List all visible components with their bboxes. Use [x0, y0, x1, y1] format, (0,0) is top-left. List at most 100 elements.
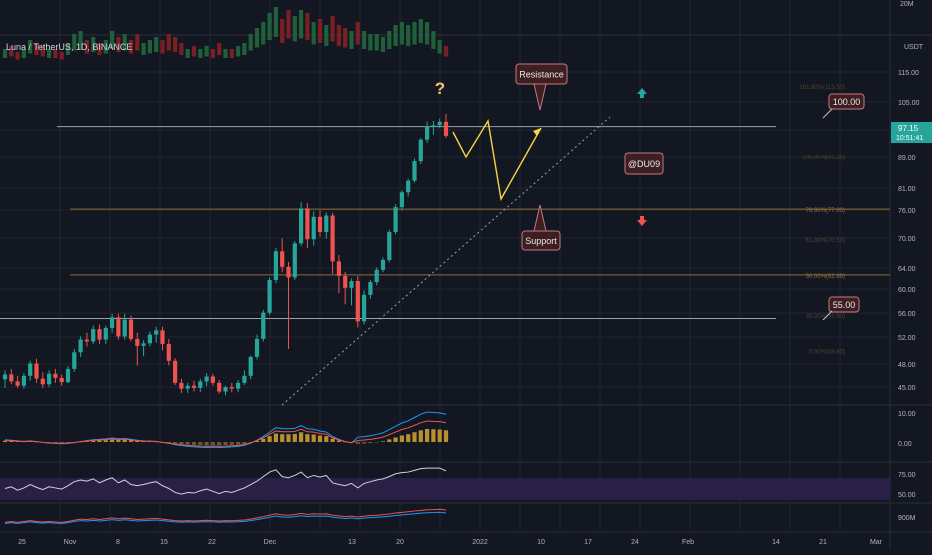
candle-body [103, 327, 108, 340]
volume-bar [267, 13, 272, 40]
fib-level-label: 161.80%(113.50) [799, 85, 845, 91]
candle-body [236, 382, 241, 389]
candle-body [412, 161, 417, 181]
volume-bar [173, 37, 178, 52]
volume-bar [324, 25, 329, 46]
axis-currency: USDT [904, 44, 924, 51]
macd-histogram-bar [236, 442, 241, 445]
candle-body [393, 207, 398, 233]
support-label-box [521, 230, 561, 251]
level-low-label-text: 55.00 [833, 300, 856, 310]
macd-histogram-bar [425, 429, 430, 442]
macd-histogram-bar [65, 442, 71, 443]
price-tick-label: 115.00 [898, 70, 919, 77]
resistance-label: Resistance [515, 63, 568, 111]
candle-body [229, 387, 234, 389]
obv-line [4, 508, 447, 523]
volume-bar [292, 16, 297, 42]
macd-histogram-bar [380, 441, 386, 442]
volume-bar [374, 34, 379, 51]
countdown-label: 10:51:41 [896, 135, 923, 142]
candle-body [324, 215, 329, 233]
fib-level-label: 78.60%(77.33) [806, 208, 845, 214]
price-tick-label: 56.00 [898, 311, 916, 318]
macd-tick-label: 10.00 [898, 411, 916, 418]
question-mark: ? [435, 79, 445, 98]
volume-bar [437, 40, 442, 54]
time-axis-label: 20 [396, 539, 404, 546]
rsi-tick-label: 75.00 [898, 472, 916, 479]
candle-body [280, 251, 285, 267]
volume-bar [204, 46, 209, 57]
volume-bar [425, 22, 430, 45]
macd-histogram-bar [324, 436, 329, 442]
volume-bar [443, 46, 449, 57]
macd-histogram-bar [179, 442, 184, 445]
volume-bar [393, 25, 398, 46]
volume-bar [103, 40, 108, 54]
macd-tick-label: 0.00 [898, 441, 912, 448]
volume-bar [254, 28, 260, 48]
time-axis-label: 21 [819, 539, 827, 546]
volume-bar [355, 22, 360, 45]
time-axis-label: 2022 [472, 539, 488, 546]
volume-bar [299, 10, 304, 39]
candle-body [286, 266, 291, 278]
candle-body [173, 360, 178, 383]
level-low-label-box [828, 296, 860, 313]
macd-histogram-bar [223, 442, 228, 446]
level-high-label-box [828, 93, 865, 110]
macd-histogram-bar [84, 441, 89, 442]
macd-histogram-bar [317, 435, 323, 442]
volume-bar [368, 34, 373, 51]
macd-histogram-bar [53, 442, 58, 443]
arrow-up-icon [637, 88, 647, 98]
candle-body [47, 373, 52, 385]
resistance-label-box [515, 63, 568, 85]
volume-bar [380, 37, 386, 52]
price-tick-label: 48.00 [898, 362, 916, 369]
candle-body [406, 180, 411, 193]
author-label-box [624, 152, 664, 175]
volume-bar [59, 52, 64, 60]
fib-level-label: 38.20%(55.60) [806, 314, 845, 320]
volume-bar [72, 34, 77, 51]
candle-body [97, 329, 102, 340]
rsi-line [4, 467, 447, 495]
candle-body [248, 356, 253, 376]
macd-histogram-bar [116, 440, 121, 442]
volume-bar [418, 19, 423, 43]
candle-body [437, 121, 442, 126]
candle-body [299, 208, 304, 244]
macd-signal-line [4, 420, 447, 447]
volume-bar [387, 31, 392, 49]
obv-tick-label: 900M [898, 515, 916, 522]
candle-body [84, 339, 89, 342]
candle-body [198, 381, 203, 388]
candle-body [305, 208, 310, 240]
candle-body [362, 294, 367, 322]
candle-body [418, 139, 423, 162]
candle-body [154, 330, 159, 335]
candle-body [330, 215, 335, 262]
macd-histogram-bar [286, 434, 291, 442]
time-axis-label: 14 [772, 539, 780, 546]
macd-histogram-bar [198, 442, 203, 446]
volume-bar [179, 43, 184, 55]
time-axis-label: Nov [64, 539, 77, 546]
volume-bar [198, 49, 203, 58]
obv-ma-line [4, 511, 447, 524]
candle-body [128, 319, 134, 339]
price-tick-label: 64.00 [898, 266, 916, 273]
candle-body [116, 317, 121, 337]
author-label: @DU09 [624, 152, 664, 175]
support-label-text: Support [525, 236, 557, 246]
macd-histogram-bar [431, 429, 436, 442]
candle-body [254, 338, 260, 357]
volume-bar [311, 22, 316, 45]
candle-body [160, 330, 165, 344]
candle-body [343, 275, 348, 288]
price-tick-label: 45.00 [898, 385, 916, 392]
